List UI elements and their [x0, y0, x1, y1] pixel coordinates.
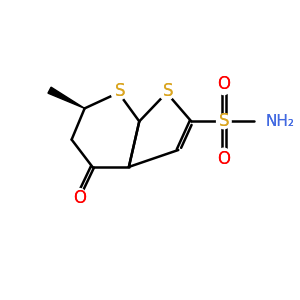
Text: S: S — [163, 82, 173, 100]
Text: S: S — [115, 82, 125, 100]
Polygon shape — [48, 87, 85, 108]
Text: S: S — [115, 82, 125, 100]
Text: O: O — [217, 150, 230, 168]
Text: O: O — [73, 189, 86, 207]
Circle shape — [111, 85, 126, 100]
Circle shape — [217, 114, 231, 129]
Text: S: S — [163, 82, 173, 100]
Text: S: S — [219, 112, 229, 130]
Circle shape — [218, 83, 230, 94]
Circle shape — [74, 188, 85, 200]
Text: S: S — [219, 112, 229, 130]
Text: NH₂: NH₂ — [266, 114, 295, 129]
Text: O: O — [217, 150, 230, 168]
Circle shape — [218, 148, 230, 160]
Text: O: O — [217, 75, 230, 93]
Text: O: O — [217, 75, 230, 93]
Circle shape — [159, 85, 174, 100]
Text: NH₂: NH₂ — [266, 114, 295, 129]
Text: O: O — [73, 189, 86, 207]
